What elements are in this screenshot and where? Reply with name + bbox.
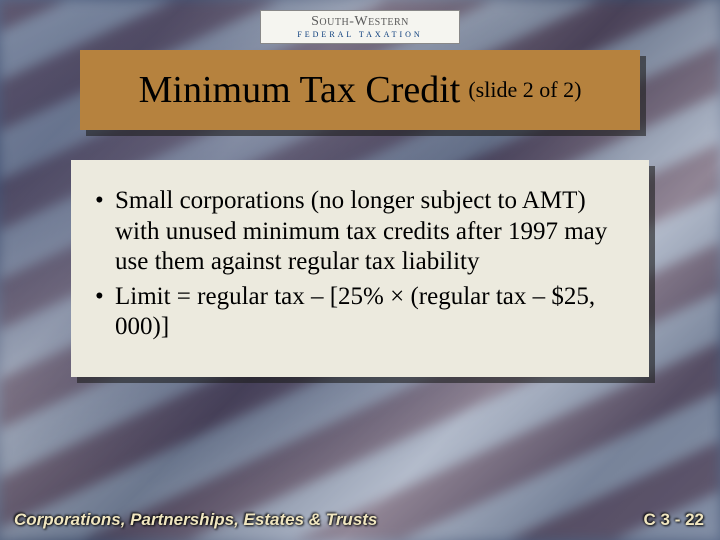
brand-bar: South-Western FEDERAL TAXATION	[260, 10, 460, 44]
slide-title: Minimum Tax Credit	[139, 68, 461, 112]
brand-bottom-text: FEDERAL TAXATION	[297, 31, 422, 39]
brand-top-text: South-Western	[311, 15, 409, 29]
list-item: Small corporations (no longer subject to…	[87, 186, 621, 278]
list-item: Limit = regular tax – [25% × (regular ta…	[87, 282, 621, 343]
bullet-list: Small corporations (no longer subject to…	[87, 186, 621, 343]
slide-subtitle: (slide 2 of 2)	[468, 77, 581, 103]
footer-right-text: C 3 - 22	[644, 510, 704, 530]
footer-left-text: Corporations, Partnerships, Estates & Tr…	[14, 510, 377, 530]
content-box: Small corporations (no longer subject to…	[71, 160, 649, 377]
title-box: Minimum Tax Credit (slide 2 of 2)	[80, 50, 640, 130]
